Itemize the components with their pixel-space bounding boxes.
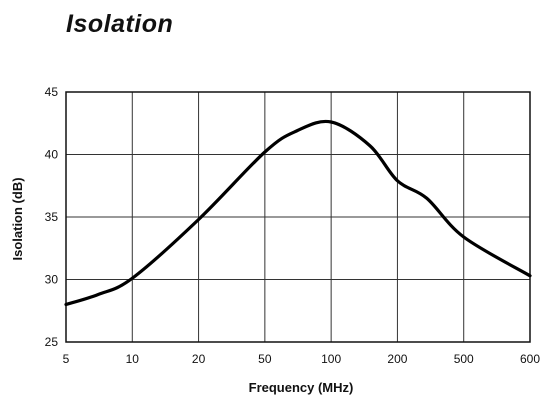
y-tick-labels: 45 40 35 30 25 — [45, 85, 59, 349]
y-tick-label: 35 — [45, 210, 59, 224]
chart-grid — [65, 91, 531, 343]
plot-frame — [65, 91, 531, 343]
y-axis-label: Isolation (dB) — [10, 177, 25, 260]
y-tick-label: 30 — [45, 273, 59, 287]
plot-border — [65, 91, 531, 343]
isolation-series-line — [64, 119, 532, 307]
x-tick-label: 5 — [63, 352, 70, 366]
y-tick-label: 40 — [45, 148, 59, 162]
y-tick-label: 45 — [45, 85, 59, 99]
y-tick-label: 25 — [45, 335, 59, 349]
x-tick-label: 10 — [126, 352, 140, 366]
x-tick-label: 50 — [258, 352, 272, 366]
x-tick-label: 600 — [520, 352, 540, 366]
page-title: Isolation — [66, 10, 174, 38]
x-axis-label: Frequency (MHz) — [249, 380, 354, 395]
x-tick-label: 500 — [454, 352, 474, 366]
x-tick-labels: 5 10 20 50 100 200 500 600 — [63, 352, 541, 366]
x-tick-label: 100 — [321, 352, 341, 366]
series-layer — [64, 119, 532, 307]
x-tick-label: 200 — [387, 352, 407, 366]
x-tick-label: 20 — [192, 352, 206, 366]
